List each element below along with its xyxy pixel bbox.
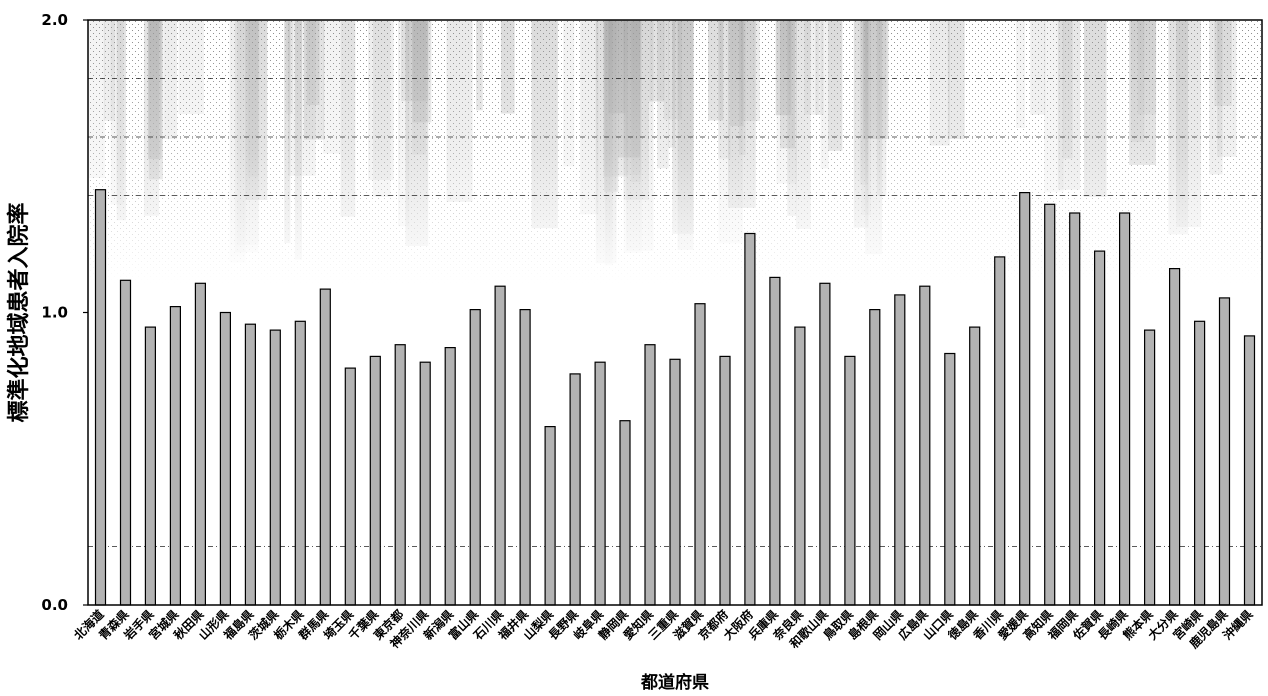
bar-茨城県	[269, 329, 281, 606]
bar-静岡県	[619, 420, 631, 606]
bar-滋賀県	[694, 303, 706, 606]
bar-京都府	[719, 355, 731, 606]
bar-富山県	[469, 309, 481, 606]
bar-島根県	[869, 309, 881, 606]
bar-兵庫県	[769, 276, 781, 606]
bar-宮崎県	[1193, 320, 1206, 606]
bar-山口県	[944, 352, 956, 606]
bar-山形県	[219, 311, 231, 606]
bar-秋田県	[194, 282, 206, 606]
bar-福島県	[244, 323, 256, 606]
bars	[94, 189, 1256, 606]
bar-岐阜県	[594, 361, 606, 606]
bar-新潟県	[444, 347, 456, 606]
y-axis-ticks: 0.0 1.0 2.0	[41, 11, 88, 614]
bar-宮城県	[169, 306, 181, 606]
bar-徳島県	[969, 326, 981, 606]
y-tick-label: 1.0	[41, 304, 68, 322]
background-texture	[88, 20, 1262, 284]
bar-東京都	[394, 344, 406, 606]
x-axis-categories: 北海道青森県岩手県宮城県秋田県山形県福島県茨城県栃木県群馬県埼玉県千葉県東京都神…	[71, 607, 1256, 652]
bar-沖縄県	[1243, 335, 1256, 606]
bar-愛知県	[644, 344, 656, 606]
bar-和歌山県	[819, 282, 831, 606]
bar-奈良県	[794, 326, 806, 606]
bar-石川県	[494, 285, 506, 606]
bar-佐賀県	[1093, 250, 1106, 606]
bar-福井県	[519, 309, 531, 606]
x-axis-label: 都道府県	[640, 672, 709, 693]
bar-三重県	[669, 358, 681, 606]
bar-大分県	[1168, 268, 1181, 606]
bar-栃木県	[294, 320, 306, 606]
bar-岩手県	[144, 326, 156, 606]
bar-愛媛県	[1019, 192, 1031, 606]
bar-青森県	[119, 279, 132, 606]
bar-群馬県	[319, 288, 331, 606]
bar-鳥取県	[844, 355, 856, 606]
bar-千葉県	[369, 355, 381, 606]
bar-熊本県	[1143, 329, 1156, 606]
bar-北海道	[94, 189, 107, 606]
bar-大阪府	[744, 232, 756, 606]
bar-長野県	[569, 373, 581, 606]
y-tick-label: 0.0	[41, 596, 68, 614]
bar-埼玉県	[344, 367, 356, 606]
bar-広島県	[919, 285, 931, 606]
y-tick-label: 2.0	[41, 11, 68, 29]
bar-香川県	[994, 256, 1006, 606]
bar-福岡県	[1069, 212, 1081, 606]
bar-山梨県	[544, 426, 556, 606]
texture-fade	[88, 20, 1262, 284]
gridlines	[88, 78, 1262, 547]
bar-鹿児島県	[1218, 297, 1231, 606]
bar-岡山県	[894, 294, 906, 606]
bar-長崎県	[1118, 212, 1131, 606]
bar-神奈川県	[419, 361, 431, 606]
y-axis-label: 標準化地域患者入院率	[6, 202, 32, 422]
bar-高知県	[1044, 203, 1056, 606]
